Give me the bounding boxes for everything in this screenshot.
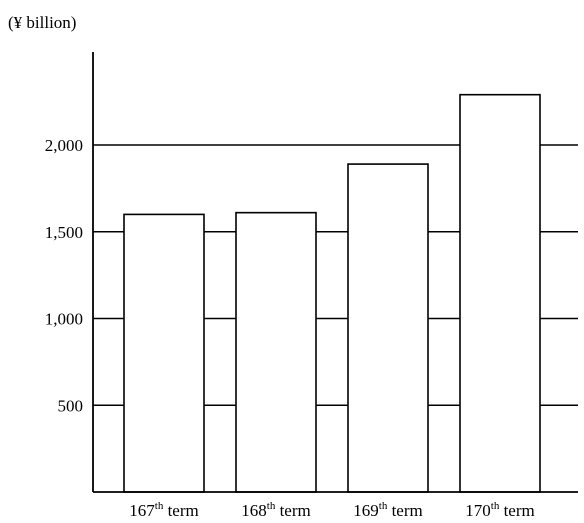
y-tick-label-500: 500	[58, 396, 84, 415]
bar-2	[235, 211, 317, 493]
x-tick-label-3: 169th term	[353, 500, 422, 520]
y-axis-unit-label: (¥ billion)	[8, 13, 76, 32]
x-tick-label-4: 170th term	[465, 500, 534, 520]
x-tick-label-2: 168th term	[241, 500, 310, 520]
bars	[123, 93, 541, 493]
y-tick-label-1500: 1,500	[45, 223, 83, 242]
y-tick-label-1000: 1,000	[45, 310, 83, 329]
y-tick-labels: 500 1,000 1,500 2,000	[45, 136, 83, 415]
y-tick-label-2000: 2,000	[45, 136, 83, 155]
bar-1	[123, 213, 205, 493]
bar-3	[347, 163, 429, 493]
x-tick-label-1: 167th term	[129, 500, 198, 520]
x-tick-labels: 167th term 168th term 169th term 170th term	[129, 500, 534, 520]
bar-4	[459, 93, 541, 493]
axes	[92, 52, 578, 493]
